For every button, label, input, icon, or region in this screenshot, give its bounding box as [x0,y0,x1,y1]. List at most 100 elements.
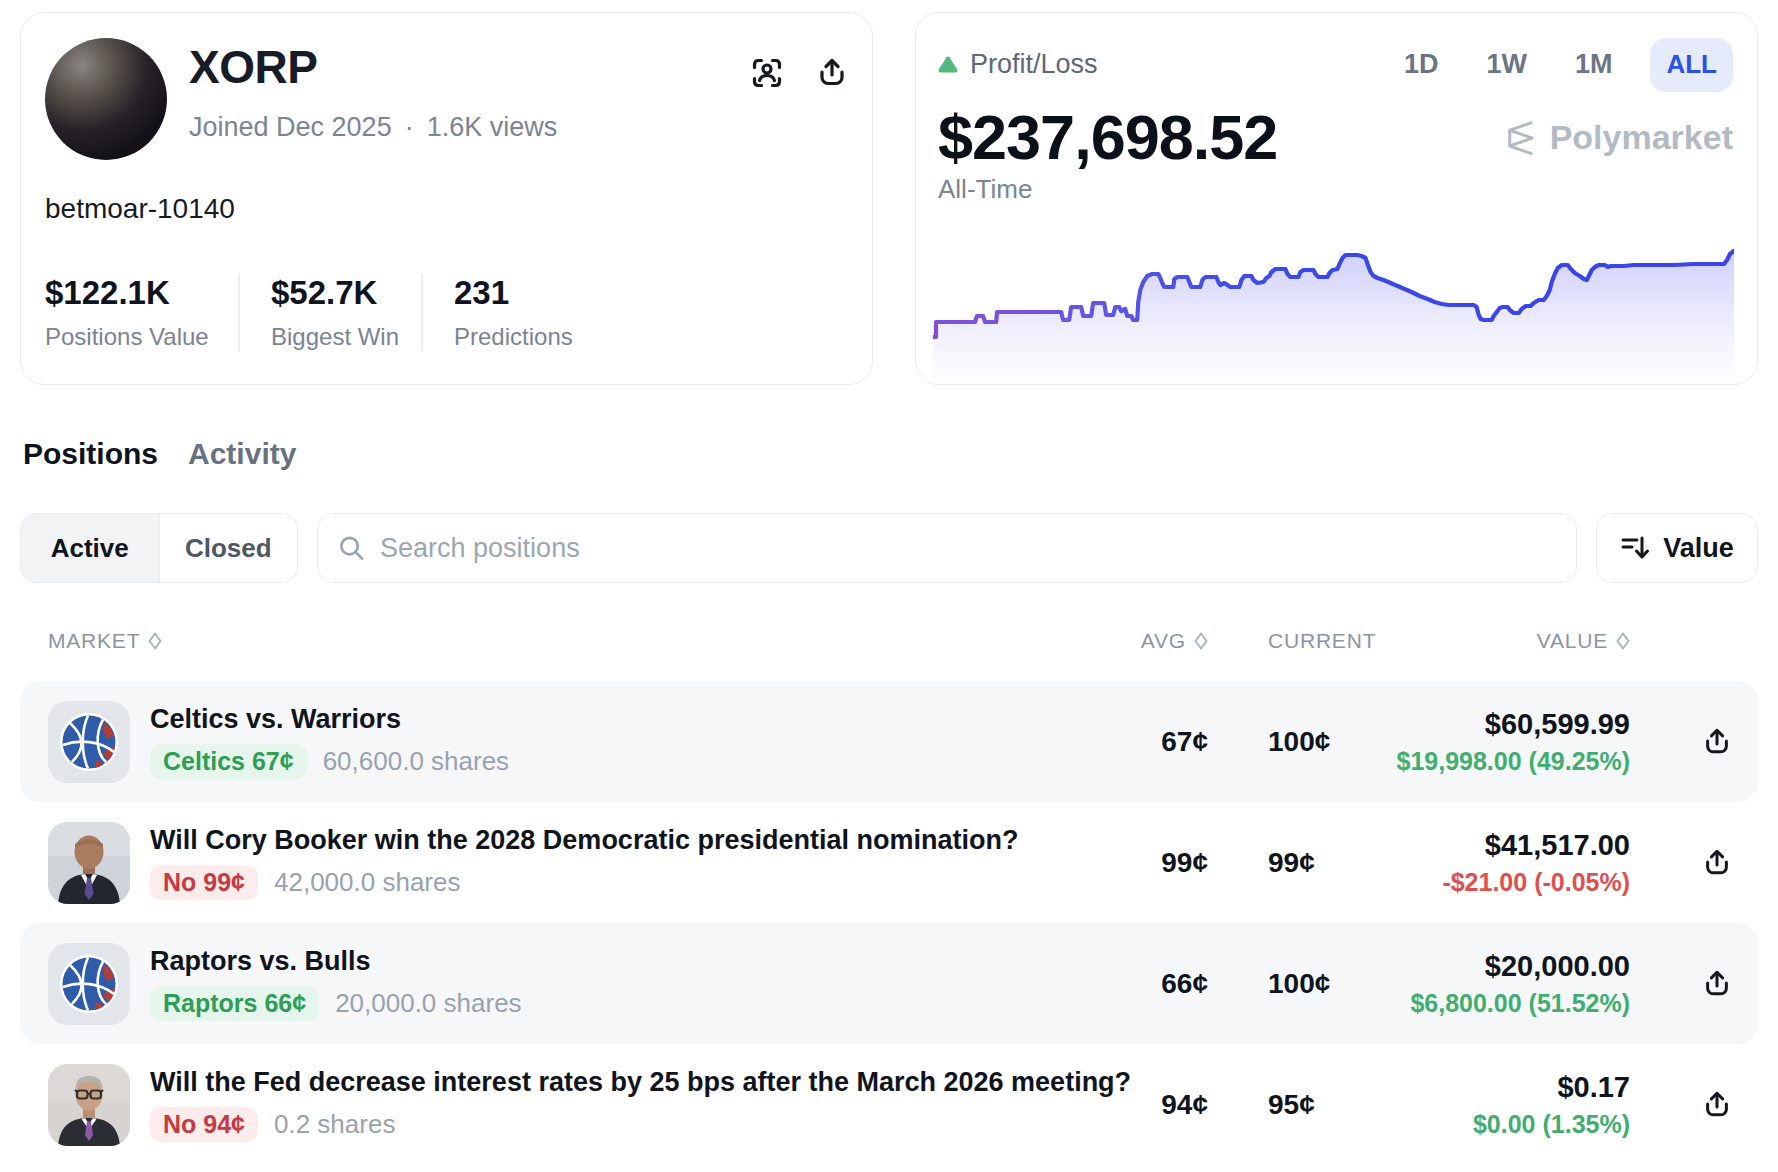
profile-stat: $122.1K Positions Value [45,274,238,351]
range-1m[interactable]: 1M [1575,49,1613,80]
pnl-chart [933,212,1734,384]
position-value: $0.17 [1358,1071,1630,1104]
market-title[interactable]: Raptors vs. Bulls [150,946,522,977]
sort-icon [1620,533,1650,563]
toggle-closed[interactable]: Closed [159,514,298,582]
jerome-powell-photo [48,1064,130,1146]
value-cell: $60,599.99 $19,998.00 (49.25%) [1358,708,1658,776]
outcome-badge: No 94¢ [150,1107,258,1142]
position-change: $6,800.00 (51.52%) [1358,989,1630,1018]
market-subline: No 99¢ 42,000.0 shares [150,865,1018,900]
column-current[interactable]: CURRENT [1218,629,1358,653]
market-title[interactable]: Will Cory Booker win the 2028 Democratic… [150,825,1018,856]
market-thumbnail [48,1064,130,1146]
range-1d[interactable]: 1D [1404,49,1439,80]
share-position-icon[interactable] [1702,727,1732,757]
avg-price: 67¢ [1068,726,1218,758]
current-price: 95¢ [1218,1089,1358,1121]
share-position-icon[interactable] [1702,969,1732,999]
outcome-badge: Celtics 67¢ [150,744,307,779]
positions-table: Celtics vs. Warriors Celtics 67¢ 60,600.… [20,681,1758,1165]
search-icon [338,534,365,562]
tab-positions[interactable]: Positions [23,437,158,471]
column-market[interactable]: MARKET [48,629,1068,653]
range-all[interactable]: ALL [1650,38,1733,92]
position-row[interactable]: Will the Fed decrease interest rates by … [20,1044,1758,1165]
sort-diamond-icon [1616,632,1630,650]
toggle-active[interactable]: Active [21,514,159,582]
shares-count: 20,000.0 shares [335,988,521,1019]
profile-meta: Joined Dec 2025 · 1.6K views [189,112,557,143]
avatar [45,38,167,160]
position-change: $0.00 (1.35%) [1358,1110,1630,1139]
pnl-period: All-Time [938,174,1733,205]
share-position-button[interactable] [1658,848,1758,878]
share-position-icon[interactable] [1702,1090,1732,1120]
scan-icon[interactable] [750,56,784,90]
range-1w[interactable]: 1W [1486,49,1527,80]
share-position-button[interactable] [1658,969,1758,999]
value-cell: $20,000.00 $6,800.00 (51.52%) [1358,950,1658,1018]
cory-booker-photo [48,822,130,904]
position-row[interactable]: Will Cory Booker win the 2028 Democratic… [20,802,1758,923]
position-change: $19,998.00 (49.25%) [1358,747,1630,776]
sort-diamond-icon [1194,632,1208,650]
pnl-card: Profit/Loss 1D1W1MALL $237,698.52 Polyma… [915,12,1758,385]
market-info: Raptors vs. Bulls Raptors 66¢ 20,000.0 s… [150,946,522,1021]
market-cell: Will the Fed decrease interest rates by … [48,1064,1068,1146]
market-info: Celtics vs. Warriors Celtics 67¢ 60,600.… [150,704,509,779]
share-position-icon[interactable] [1702,848,1732,878]
polymarket-wordmark: Polymarket [1550,118,1733,157]
share-position-button[interactable] [1658,727,1758,757]
column-avg[interactable]: AVG [1068,629,1218,653]
stat-label: Predictions [454,323,573,351]
share-profile-icon[interactable] [816,57,848,89]
search-box [317,513,1577,583]
market-title[interactable]: Celtics vs. Warriors [150,704,509,735]
column-value[interactable]: VALUE [1358,629,1658,653]
profile-header: XORP Joined Dec 2025 · 1.6K views [45,38,848,160]
shares-count: 42,000.0 shares [274,867,460,898]
tab-activity[interactable]: Activity [188,437,296,471]
market-cell: Raptors vs. Bulls Raptors 66¢ 20,000.0 s… [48,943,1068,1025]
basketball-icon [58,953,120,1015]
shares-count: 60,600.0 shares [323,746,509,777]
market-info: Will the Fed decrease interest rates by … [150,1067,1131,1142]
position-value: $60,599.99 [1358,708,1630,741]
position-row[interactable]: Celtics vs. Warriors Celtics 67¢ 60,600.… [20,681,1758,802]
profile-actions [750,38,848,90]
meta-separator: · [405,112,414,143]
sort-label: Value [1663,533,1734,564]
market-info: Will Cory Booker win the 2028 Democratic… [150,825,1018,900]
sort-by-value-button[interactable]: Value [1596,513,1758,583]
pnl-label: Profit/Loss [970,49,1098,80]
market-title[interactable]: Will the Fed decrease interest rates by … [150,1067,1131,1098]
user-handle: betmoar-10140 [45,193,848,225]
market-subline: Celtics 67¢ 60,600.0 shares [150,744,509,779]
search-input[interactable] [380,533,1556,564]
stat-value: $52.7K [271,274,421,312]
profile-stat: $52.7K Biggest Win [238,274,421,351]
position-row[interactable]: Raptors vs. Bulls Raptors 66¢ 20,000.0 s… [20,923,1758,1044]
market-cell: Will Cory Booker win the 2028 Democratic… [48,822,1068,904]
stat-label: Biggest Win [271,323,421,351]
username: XORP [189,44,557,90]
stat-value: 231 [454,274,573,312]
market-thumbnail [48,701,130,783]
profile-card: XORP Joined Dec 2025 · 1.6K views [20,12,873,385]
status-toggle: Active Closed [20,513,298,583]
shares-count: 0.2 shares [274,1109,395,1140]
position-change: -$21.00 (-0.05%) [1358,868,1630,897]
value-cell: $0.17 $0.00 (1.35%) [1358,1071,1658,1139]
range-selector: 1D 1W 1M ALL [1356,38,1733,92]
share-position-button[interactable] [1658,1090,1758,1120]
joined-date: Joined Dec 2025 [189,112,392,143]
avg-price: 66¢ [1068,968,1218,1000]
top-section: XORP Joined Dec 2025 · 1.6K views [20,12,1758,385]
market-cell: Celtics vs. Warriors Celtics 67¢ 60,600.… [48,701,1068,783]
market-subline: Raptors 66¢ 20,000.0 shares [150,986,522,1021]
avg-price: 94¢ [1068,1089,1218,1121]
current-price: 100¢ [1218,726,1358,758]
section-tabs: Positions Activity [23,437,1758,471]
profile-page: XORP Joined Dec 2025 · 1.6K views [0,0,1778,1165]
